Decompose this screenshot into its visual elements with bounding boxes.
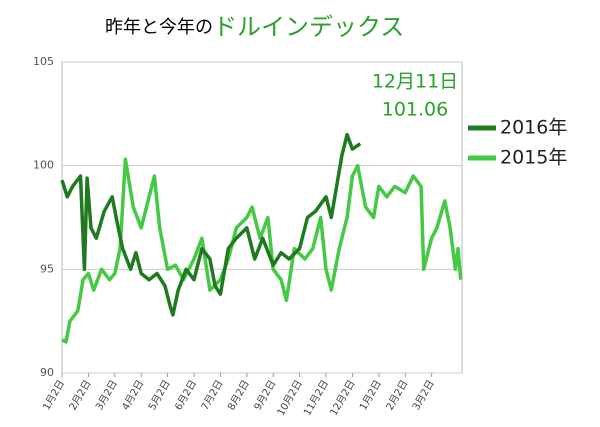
- x-tick-label: 11月2日: [301, 378, 331, 418]
- x-tick-label: 2月2日: [67, 378, 94, 412]
- title-text: 昨年と今年の: [105, 17, 213, 38]
- x-tick-label: 4月2日: [120, 378, 147, 412]
- legend-label: 2016年: [500, 117, 567, 139]
- x-tick-label: 12月2日: [328, 378, 358, 418]
- y-tick-label: 90: [40, 366, 54, 379]
- x-tick-label: 1月2日: [40, 378, 67, 412]
- x-tick-label: 6月2日: [172, 378, 199, 412]
- series-line: [60, 132, 362, 317]
- y-tick-label: 100: [33, 159, 54, 172]
- x-tick-label: 3月2日: [93, 378, 120, 412]
- x-tick-label: 2月2日: [384, 378, 411, 412]
- y-tick-label: 95: [40, 262, 54, 275]
- x-tick-label: 1月2日: [357, 378, 384, 412]
- annotation: 12月11日: [372, 71, 458, 93]
- series-line: [61, 157, 463, 344]
- y-tick-label: 105: [33, 55, 54, 68]
- x-tick-label: 10月2日: [275, 378, 305, 418]
- legend-label: 2015年: [500, 147, 567, 169]
- chart-title: 昨年と今年のドルインデックス: [105, 13, 404, 41]
- x-tick-label: 7月2日: [199, 378, 226, 412]
- x-tick-label: 9月2日: [252, 378, 279, 412]
- annotation: 101.06: [382, 99, 448, 121]
- x-tick-label: 5月2日: [146, 378, 173, 412]
- title-highlight: ドルインデックス: [213, 13, 404, 41]
- x-tick-label: 3月2日: [410, 378, 437, 412]
- x-tick-label: 8月2日: [225, 378, 252, 412]
